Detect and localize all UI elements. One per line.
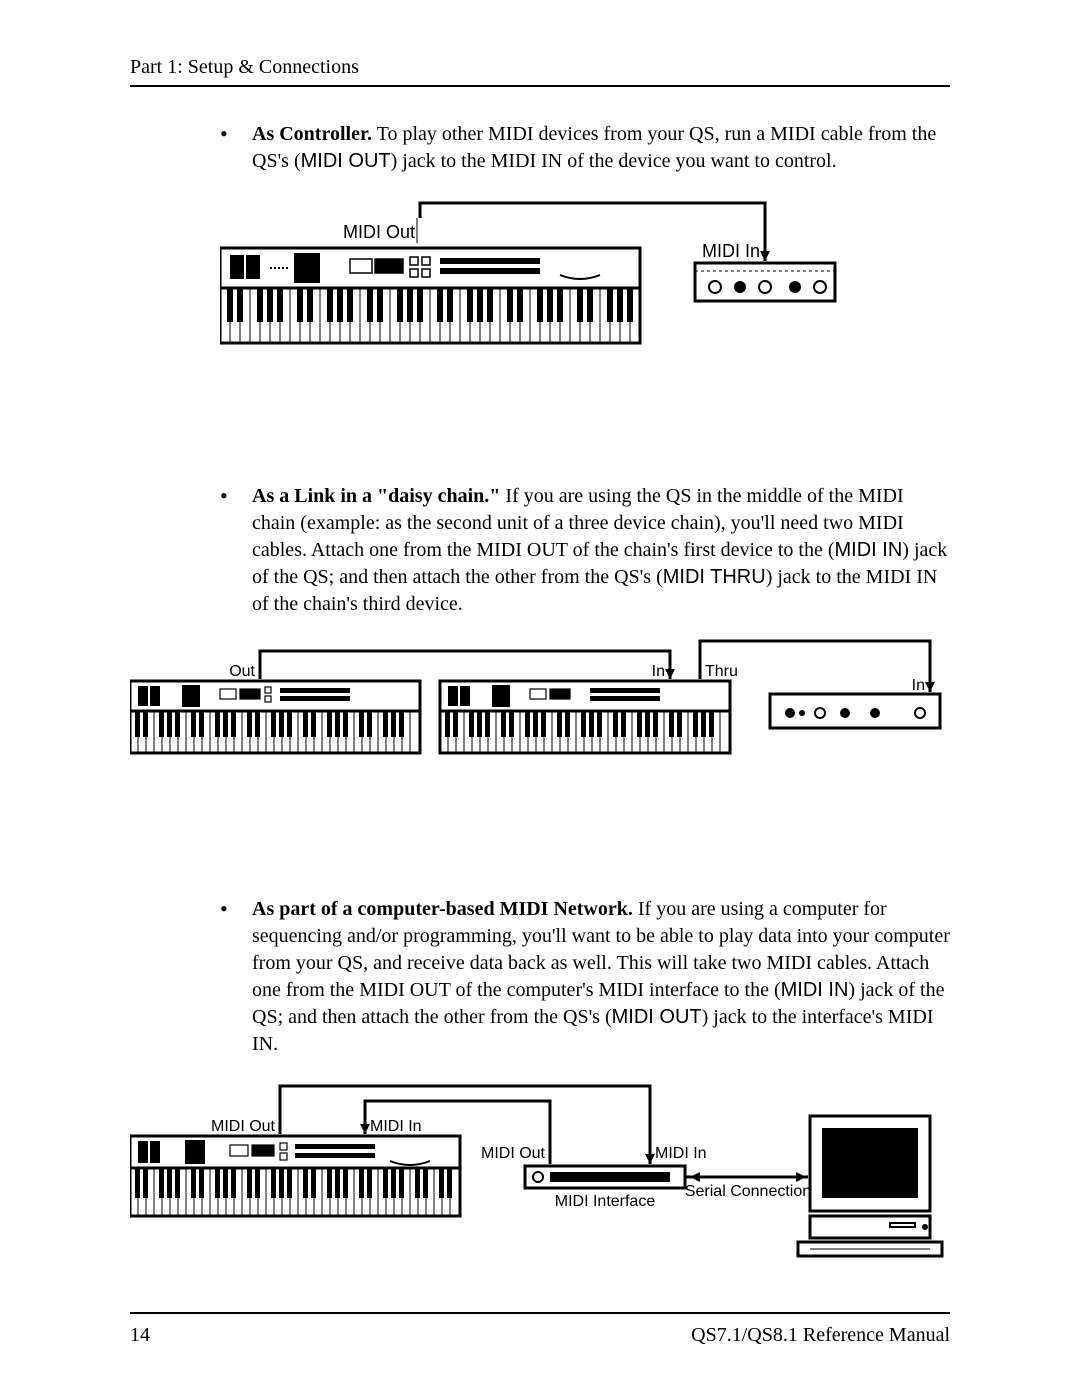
label-midi-out: MIDI Out: [481, 1145, 546, 1162]
bullet-dot: •: [220, 896, 234, 1058]
bullet-2: • As a Link in a "daisy chain." If you a…: [220, 483, 950, 618]
fig2-svg: Out In Thru In: [130, 636, 950, 806]
code: MIDI OUT: [612, 1006, 702, 1028]
label-midi-interface: MIDI Interface: [555, 1193, 656, 1210]
lead: As part of a computer-based MIDI Network…: [252, 898, 633, 920]
bullet-text: As part of a computer-based MIDI Network…: [252, 896, 950, 1058]
page-number: 14: [130, 1324, 150, 1347]
lead: As Controller.: [252, 123, 372, 145]
running-head: Part 1: Setup & Connections: [130, 56, 950, 87]
label-midi-in: MIDI In: [370, 1118, 422, 1135]
code: MIDI IN: [781, 979, 849, 1001]
midi-interface-icon: MIDI Interface: [525, 1166, 685, 1210]
manual-page: Part 1: Setup & Connections • As Control…: [0, 0, 1080, 1397]
keyboard-icon: [130, 681, 420, 753]
label-out: Out: [229, 663, 255, 680]
label-in: In: [652, 663, 665, 680]
label-midi-in: MIDI In: [655, 1145, 707, 1162]
bullet-dot: •: [220, 483, 234, 618]
figure-computer-network: MIDI Interface MIDI Out MIDI In MIDI Out…: [130, 1076, 950, 1276]
lead: As a Link in a "daisy chain.": [252, 485, 500, 507]
keyboard-icon: [130, 1136, 460, 1216]
computer-icon: [798, 1116, 942, 1256]
figure-daisy-chain: Out In Thru In: [130, 636, 950, 806]
sound-module-icon: [770, 694, 940, 728]
figure-controller: MIDI Out MIDI In: [220, 193, 950, 403]
fig3-svg: MIDI Interface MIDI Out MIDI In MIDI Out…: [130, 1076, 950, 1276]
label-serial-connection: Serial Connection: [685, 1183, 811, 1200]
label-midi-out: MIDI Out: [343, 222, 415, 242]
label-midi-in: MIDI In: [702, 241, 760, 261]
t: ) jack to the MIDI IN of the device you …: [391, 150, 837, 172]
bullet-text: As Controller. To play other MIDI device…: [252, 121, 950, 175]
bullet-3: • As part of a computer-based MIDI Netwo…: [220, 896, 950, 1058]
label-thru: Thru: [705, 663, 738, 680]
label-in: In: [912, 677, 925, 694]
code: MIDI IN: [835, 539, 903, 561]
manual-title: QS7.1/QS8.1 Reference Manual: [691, 1324, 950, 1347]
page-footer: 14 QS7.1/QS8.1 Reference Manual: [130, 1312, 950, 1347]
sound-module-icon: [695, 263, 835, 301]
label-midi-out: MIDI Out: [211, 1118, 276, 1135]
keyboard-icon: [440, 681, 730, 753]
bullet-text: As a Link in a "daisy chain." If you are…: [252, 483, 950, 618]
bullet-dot: •: [220, 121, 234, 175]
code: MIDI THRU: [663, 566, 766, 588]
code: MIDI OUT: [301, 150, 391, 172]
bullet-1: • As Controller. To play other MIDI devi…: [220, 121, 950, 175]
fig1-svg: MIDI Out MIDI In: [220, 193, 840, 403]
keyboard-icon: [220, 248, 640, 343]
